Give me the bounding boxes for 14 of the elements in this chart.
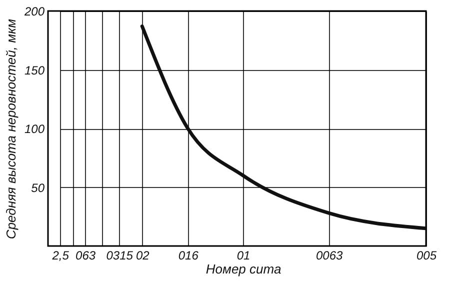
x-tick-label: 01	[236, 248, 250, 262]
x-tick-label: 0063	[316, 248, 344, 262]
y-tick-label: 200	[23, 4, 45, 18]
x-tick-label: 02	[136, 248, 150, 262]
x-tick-label: 063	[76, 248, 96, 262]
y-axis-title: Средняя высота неровностей, мкм	[3, 18, 18, 240]
x-axis-title: Номер сита	[206, 262, 282, 276]
x-tick-label: 005	[416, 248, 437, 262]
y-tick-label: 150	[24, 63, 45, 78]
x-tick-label: 0315	[106, 248, 134, 262]
y-tick-label: 50	[31, 180, 45, 195]
x-tick-label: 016	[178, 248, 199, 262]
x-tick-label: 2,5	[51, 248, 70, 262]
y-tick-label: 100	[24, 122, 45, 136]
